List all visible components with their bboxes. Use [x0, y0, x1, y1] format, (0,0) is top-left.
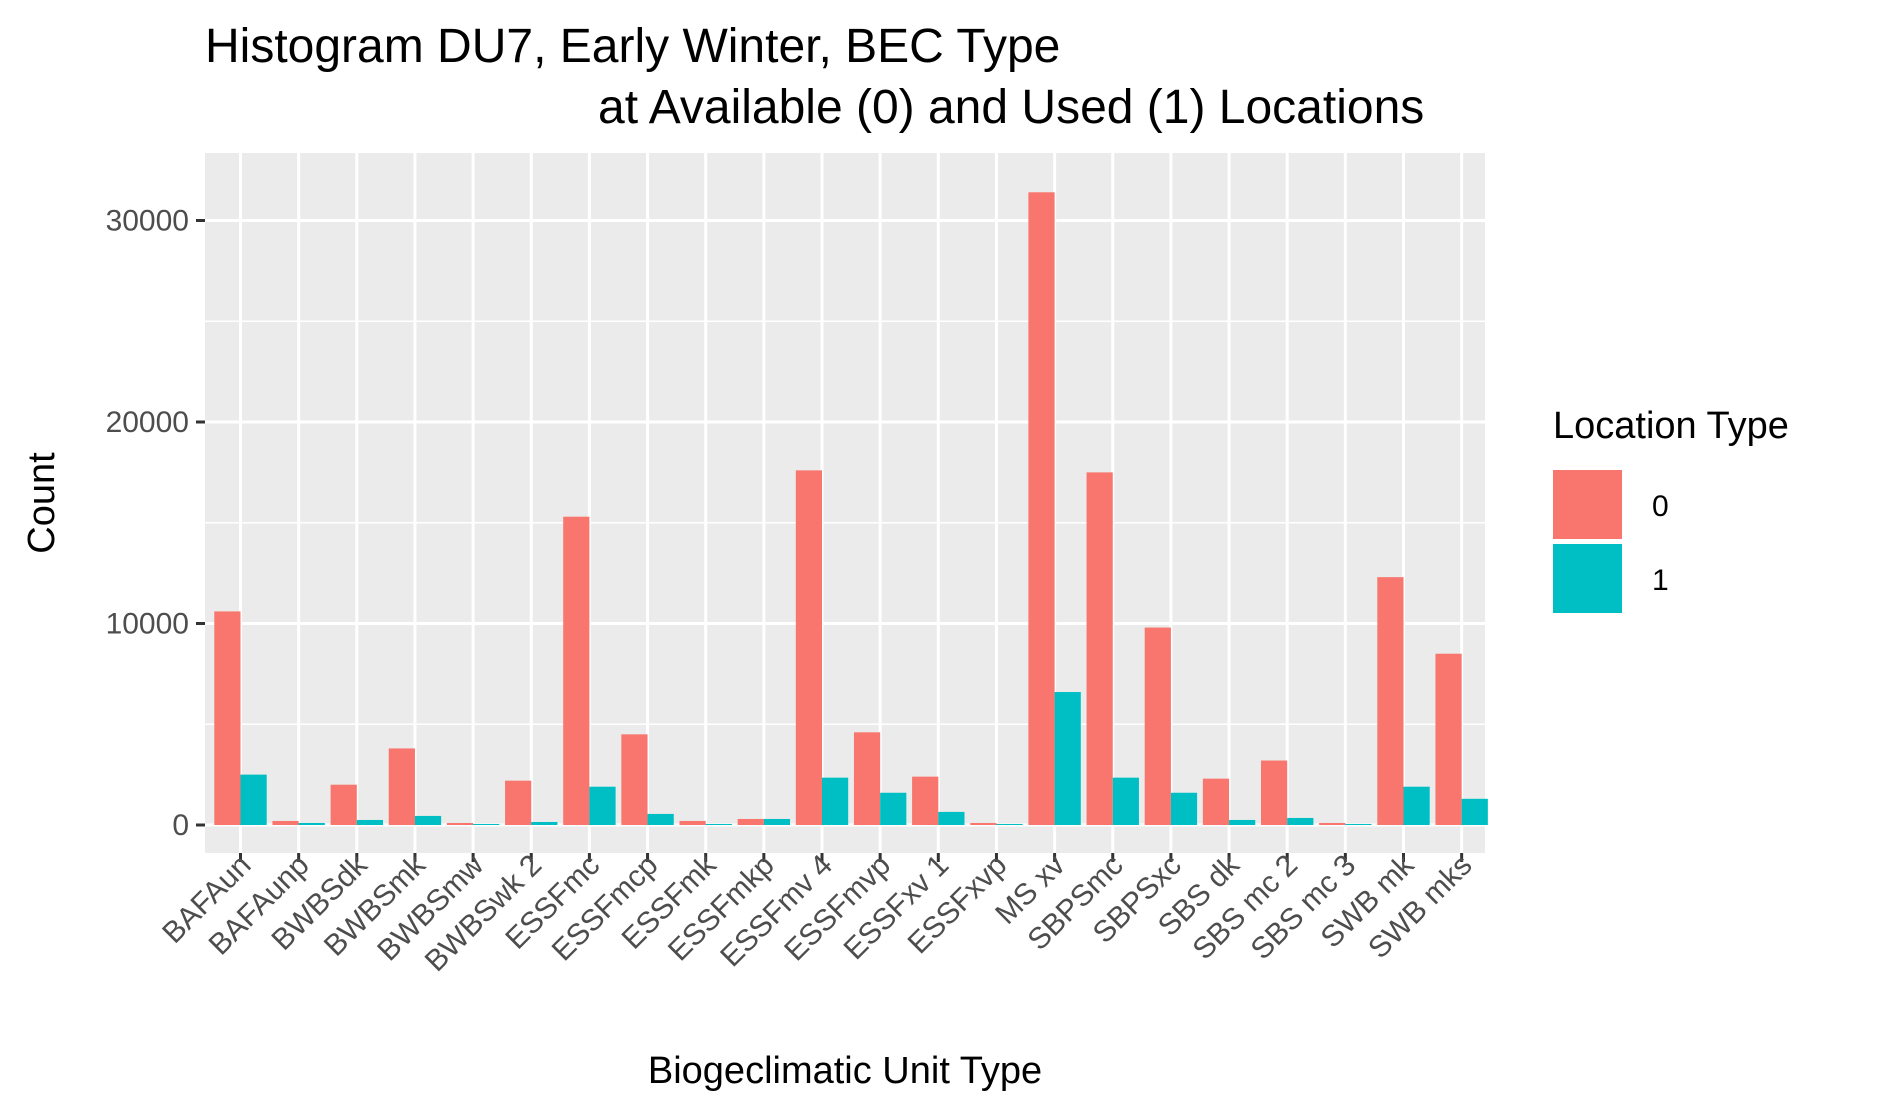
- bar-bwbswk-2-series-0: [505, 780, 532, 825]
- bar-bafaun-series-1: [240, 774, 267, 825]
- legend: Location Type 0 1: [1553, 405, 1789, 613]
- plot-panel: [205, 153, 1485, 853]
- bar-essfmvp-series-0: [853, 732, 881, 825]
- bar-essfmk-series-1: [705, 823, 732, 825]
- bar-sbpsxc-series-1: [1170, 792, 1198, 825]
- bar-bwbsdk-series-1: [356, 819, 383, 825]
- bar-ms-xv-series-0: [1028, 192, 1055, 826]
- bar-swb-mk-series-0: [1377, 577, 1404, 825]
- bars: [214, 192, 1488, 826]
- y-tick-label: 10000: [106, 608, 189, 641]
- legend-key-0: [1553, 470, 1622, 539]
- legend-title: Location Type: [1553, 405, 1789, 447]
- bar-essfxv-1-series-0: [912, 776, 939, 825]
- bar-bafaun-series-0: [214, 611, 241, 825]
- legend-label-1: 1: [1652, 564, 1669, 597]
- bar-bafaunp-series-1: [298, 822, 325, 825]
- bar-essfmkp-series-0: [737, 818, 764, 825]
- y-tick-label: 0: [172, 809, 189, 842]
- bar-essfmkp-series-1: [763, 818, 791, 825]
- bar-essfmv-4-series-0: [795, 470, 822, 825]
- bar-essfmvp-series-1: [880, 792, 907, 825]
- bar-essfxv-1-series-1: [938, 811, 965, 825]
- bar-essfmk-series-0: [679, 820, 706, 825]
- legend-label-0: 0: [1652, 490, 1669, 523]
- bar-sbpsmc-series-1: [1112, 777, 1139, 825]
- bar-swb-mks-series-0: [1435, 653, 1462, 825]
- bar-sbpsmc-series-0: [1086, 472, 1113, 825]
- bar-bwbsmk-series-1: [414, 815, 442, 825]
- y-tick-label: 20000: [106, 406, 189, 439]
- y-tick-label: 30000: [106, 205, 189, 238]
- bar-sbs-mc-2-series-0: [1261, 760, 1288, 825]
- bar-essfmcp-series-1: [647, 813, 674, 825]
- bar-sbs-dk-series-0: [1202, 778, 1230, 825]
- chart-title: Histogram DU7, Early Winter, BEC Type: [205, 20, 1060, 73]
- bar-swb-mks-series-1: [1461, 798, 1488, 825]
- bar-bwbswk-2-series-1: [531, 821, 558, 825]
- bar-essfxvp-series-0: [970, 822, 997, 825]
- legend-key-1: [1553, 544, 1622, 613]
- x-axis-title: Biogeclimatic Unit Type: [648, 1050, 1042, 1092]
- bar-essfmc-series-1: [589, 786, 616, 825]
- bar-sbs-mc-3-series-0: [1319, 822, 1346, 825]
- bar-essfmcp-series-0: [621, 734, 648, 825]
- bar-essfmc-series-0: [563, 516, 590, 825]
- bar-sbpsxc-series-0: [1144, 627, 1171, 825]
- bar-sbs-dk-series-1: [1229, 819, 1256, 825]
- bar-sbs-mc-3-series-1: [1345, 823, 1372, 825]
- bar-bwbsdk-series-0: [330, 784, 357, 825]
- bar-sbs-mc-2-series-1: [1287, 817, 1314, 825]
- bar-essfmv-4-series-1: [822, 777, 849, 825]
- bar-ms-xv-series-1: [1054, 692, 1081, 825]
- bar-bafaunp-series-0: [272, 820, 299, 825]
- chart-subtitle: at Available (0) and Used (1) Locations: [598, 81, 1424, 134]
- y-axis-title: Count: [21, 452, 63, 554]
- bar-bwbsmk-series-0: [388, 748, 415, 825]
- bar-swb-mk-series-1: [1403, 786, 1430, 825]
- bar-bwbsmw-series-1: [473, 823, 500, 825]
- y-axis: 0 10000 20000 30000: [106, 205, 205, 842]
- bar-bwbsmw-series-0: [446, 822, 474, 825]
- bar-essfxvp-series-1: [996, 823, 1023, 825]
